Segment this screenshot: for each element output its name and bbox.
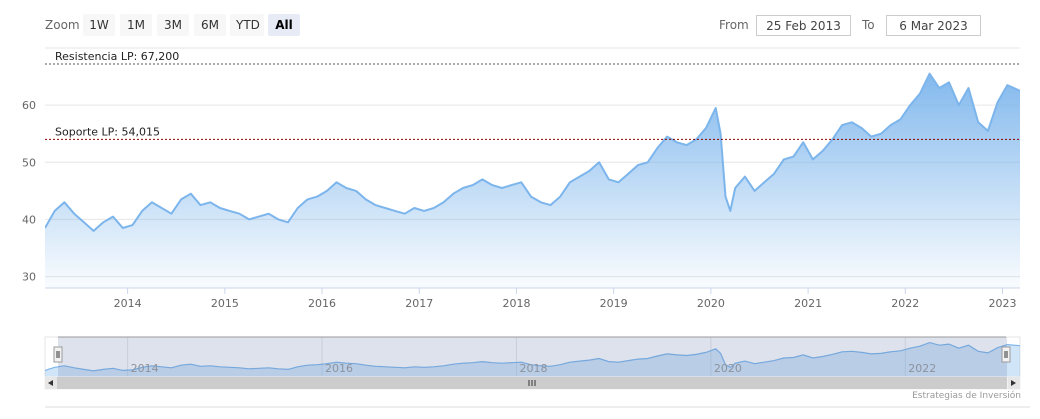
navigator-series-area [45,342,1020,377]
navigator-tick-label: 2018 [519,362,547,375]
scrollbar[interactable] [44,376,1021,390]
scrollbar-right-button[interactable] [1008,377,1020,389]
x-tick-label: 2022 [891,297,919,310]
plot-lines: Resistencia LP: 67,200 Soporte LP: 54,015 [45,50,1020,140]
navigator-tick-label: 2022 [908,362,936,375]
from-date-input[interactable] [756,15,851,36]
zoom-ytd-button[interactable]: YTD [230,14,264,36]
scrollbar-grip-icon [528,380,536,386]
zoom-1w-button[interactable]: 1W [83,14,115,36]
chart-credit: Estrategias de Inversión [912,391,1021,401]
zoom-3m-button[interactable]: 3M [157,14,189,36]
navigator-tick-label: 2014 [131,362,159,375]
zoom-1m-button[interactable]: 1M [120,14,152,36]
y-tick-label: 40 [22,213,36,226]
x-tick-label: 2014 [114,297,142,310]
y-tick-label: 30 [22,271,36,284]
x-tick-label: 2015 [211,297,239,310]
y-tick-label: 60 [22,99,36,112]
y-axis: 30 40 50 60 [22,99,36,283]
scrollbar-left-button[interactable] [45,377,57,389]
navigator[interactable]: 2014 2016 2018 2020 2022 [44,336,1021,378]
series-line [45,72,1020,232]
x-axis: 2014 2015 2016 2017 2018 2019 2020 2021 2022 2023 [45,287,1020,310]
arrow-right-icon [1011,380,1016,386]
zoom-label: Zoom [45,18,80,32]
arrow-left-icon [48,380,53,386]
plot-line-label: Resistencia LP: 67,200 [55,50,179,63]
plot-line-label: Soporte LP: 54,015 [55,125,160,138]
navigator-tick-label: 2016 [325,362,353,375]
navigator-handle-left[interactable] [53,346,63,363]
zoom-all-button[interactable]: All [268,14,300,36]
x-tick-label: 2021 [794,297,822,310]
navigator-mask [58,337,1007,377]
to-date-input[interactable] [886,15,981,36]
y-tick-label: 50 [22,156,36,169]
x-tick-label: 2017 [405,297,433,310]
x-tick-label: 2019 [600,297,628,310]
navigator-series-line [44,341,1021,372]
x-tick-label: 2018 [502,297,530,310]
navigator-axis: 2014 2016 2018 2020 2022 [131,362,937,375]
from-label: From [719,18,749,32]
x-tick-label: 2016 [308,297,336,310]
x-tick-label: 2023 [989,297,1017,310]
x-tick-label: 2020 [697,297,725,310]
navigator-handle-right[interactable] [1001,346,1011,363]
navigator-tick-label: 2020 [714,362,742,375]
series-area [45,73,1020,288]
to-label: To [862,18,875,32]
zoom-6m-button[interactable]: 6M [194,14,226,36]
range-selector: Zoom 1W 1M 3M 6M YTD All From To [0,0,1040,44]
